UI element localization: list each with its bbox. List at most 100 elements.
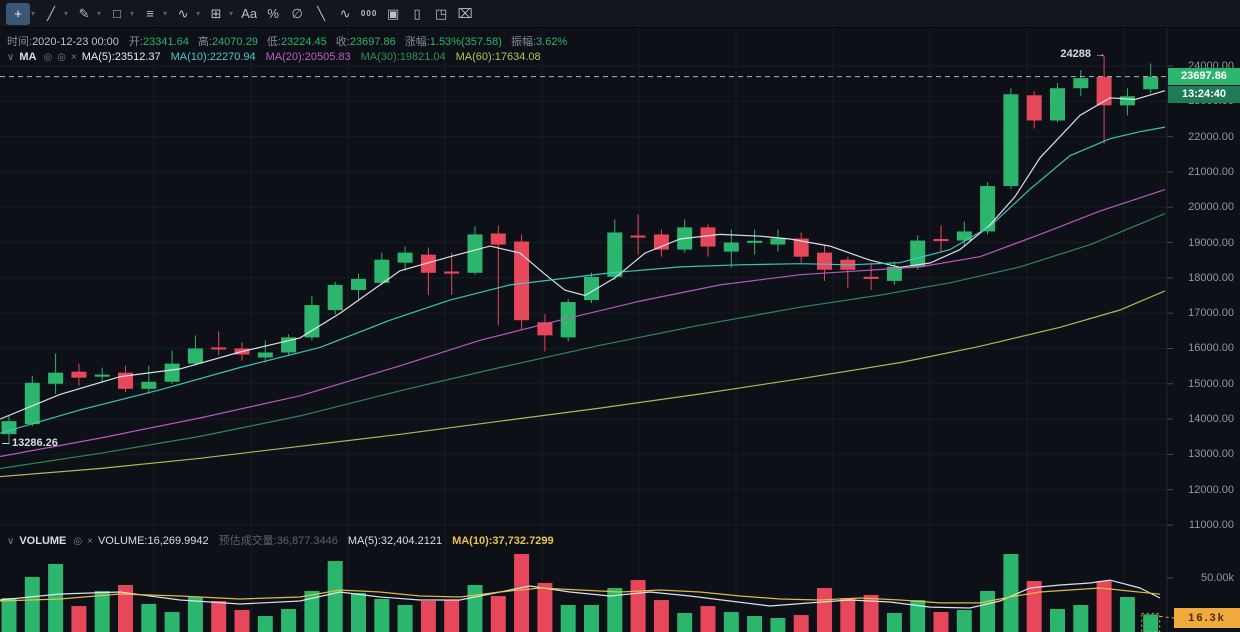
volume-bar [607, 588, 623, 632]
candle [490, 225, 506, 326]
candle-body [910, 240, 926, 267]
candle [327, 281, 343, 315]
period-high-marker: 24288 → [1020, 48, 1106, 60]
candle [956, 221, 972, 247]
volume-bar [793, 615, 809, 632]
volume-bar [770, 617, 786, 632]
snapshot-icon[interactable]: ◳ [434, 6, 448, 21]
period-low-marker: 13286.26 [2, 437, 58, 449]
pattern-grid-dropdown-caret[interactable]: ▾ [229, 9, 234, 18]
elliott-wave-dropdown-caret[interactable]: ▾ [196, 9, 201, 18]
parallel-channel-dropdown-caret[interactable]: ▾ [163, 9, 168, 18]
close-icon[interactable]: × [70, 52, 77, 63]
volume-bar [630, 580, 646, 632]
volume-bar [677, 612, 693, 632]
volume-bar [374, 598, 390, 632]
eraser-icon[interactable]: ∅ [291, 6, 303, 21]
magnet-icon[interactable]: 000 [360, 8, 378, 18]
candle [910, 235, 926, 270]
chevron-down-icon[interactable]: ∨ [7, 536, 15, 547]
eye-icon[interactable]: ◎ [73, 536, 83, 547]
candle [211, 331, 227, 356]
volume-bar [490, 596, 506, 632]
volume-bar [1073, 605, 1089, 632]
volume-badge-connector [1159, 615, 1175, 619]
candle [1026, 91, 1042, 129]
volume-bar [164, 612, 180, 632]
volume-ma10-value: MA(10):37,732.7299 [452, 535, 554, 547]
text-tool-icon[interactable]: Aa [241, 6, 258, 21]
volume-bar [584, 605, 599, 632]
vol-ma5-line [0, 579, 1161, 609]
crosshair-icon[interactable]: + [6, 2, 30, 25]
candle [700, 224, 716, 257]
candle [444, 252, 460, 296]
candle [187, 335, 203, 366]
volume-bar [956, 609, 972, 632]
trend-line-icon[interactable]: ╱ [47, 6, 55, 21]
volume-indicator-bar: ∨ VOLUME ◎ × VOLUME:16,269.9942 预估成交量:36,877.… [7, 532, 554, 548]
close-icon[interactable]: × [87, 536, 93, 547]
volume-ma5-value: MA(5):32,404.2121 [347, 535, 443, 547]
volume-bar [537, 582, 553, 632]
ma30-value: MA(30):19821.04 [360, 51, 446, 63]
delete-icon[interactable]: ⌧ [457, 6, 473, 21]
price-tag-icon[interactable]: % [267, 6, 279, 21]
candle [118, 365, 133, 392]
candle [607, 219, 623, 280]
price-axis[interactable]: 23697.86 13:24:40 50.00k 16.3k 24000.00 2… [1166, 0, 1240, 632]
trend-line-dropdown-caret[interactable]: ▾ [64, 9, 69, 18]
parallel-channel-icon[interactable]: ≡ [146, 6, 154, 21]
ma60-value: MA(60):17634.08 [455, 51, 541, 63]
bookmark-icon[interactable]: ▯ [413, 6, 421, 21]
candle-body [863, 276, 879, 279]
volume-bar [118, 585, 133, 632]
candle [1096, 55, 1112, 144]
free-draw-icon[interactable]: ∿ [339, 6, 351, 21]
candle-body [71, 371, 87, 378]
settings-icon[interactable]: ◎ [43, 52, 53, 63]
tick-dash [2, 442, 9, 444]
price-axis-label: 15000.00 [1188, 377, 1234, 390]
ruler-icon[interactable]: ╲ [317, 6, 326, 21]
lock-icon[interactable]: ▣ [386, 6, 400, 21]
price-axis-label: 17000.00 [1188, 307, 1234, 320]
low-label: 低: [266, 36, 281, 48]
volume-pane [0, 554, 1161, 632]
volume-bar [1143, 614, 1159, 632]
elliott-wave-icon[interactable]: ∿ [177, 6, 189, 21]
candle [817, 244, 832, 281]
draw-pencil-dropdown-caret[interactable]: ▾ [97, 9, 102, 18]
candle-body [420, 254, 436, 273]
candle [24, 375, 40, 427]
ma30-line [0, 213, 1166, 470]
open-value: 23341.64 [142, 36, 189, 48]
eye-icon[interactable]: ◎ [57, 52, 66, 63]
candle [164, 350, 180, 384]
amplitude-value: 3.62% [536, 36, 568, 48]
candle-body [514, 241, 530, 321]
candle-body [257, 352, 273, 358]
candle-body [723, 242, 739, 252]
draw-pencil-icon[interactable]: ✎ [78, 6, 90, 21]
drawing-toolbar: + ▾ ╱ ▾ ✎ ▾ □ ▾ ≡ ▾ ∿ ▾ ⊞ ▾ Aa% ∅ ╲ ∿ 000 ▣ ▯ ◳ ⌧ [0, 0, 1240, 28]
price-axis-label: 20000.00 [1188, 201, 1234, 214]
volume-bar [94, 590, 110, 632]
candle-body [141, 381, 157, 389]
pattern-grid-icon[interactable]: ⊞ [210, 6, 222, 21]
shape-rectangle-icon[interactable]: □ [113, 6, 121, 21]
chevron-down-icon[interactable]: ∨ [7, 52, 15, 63]
time-label: 时间: [7, 36, 33, 48]
candle [863, 262, 879, 290]
candle-body [770, 238, 786, 245]
candle-body [24, 382, 40, 425]
amplitude-label: 振幅: [510, 36, 537, 48]
volume-bar [444, 600, 460, 632]
volume-bar [653, 600, 669, 632]
shape-rectangle-dropdown-caret[interactable]: ▾ [130, 9, 135, 18]
high-marker-value: 24288 [1060, 47, 1091, 60]
crosshair-dropdown-caret[interactable]: ▾ [31, 9, 36, 18]
candle [980, 182, 996, 235]
